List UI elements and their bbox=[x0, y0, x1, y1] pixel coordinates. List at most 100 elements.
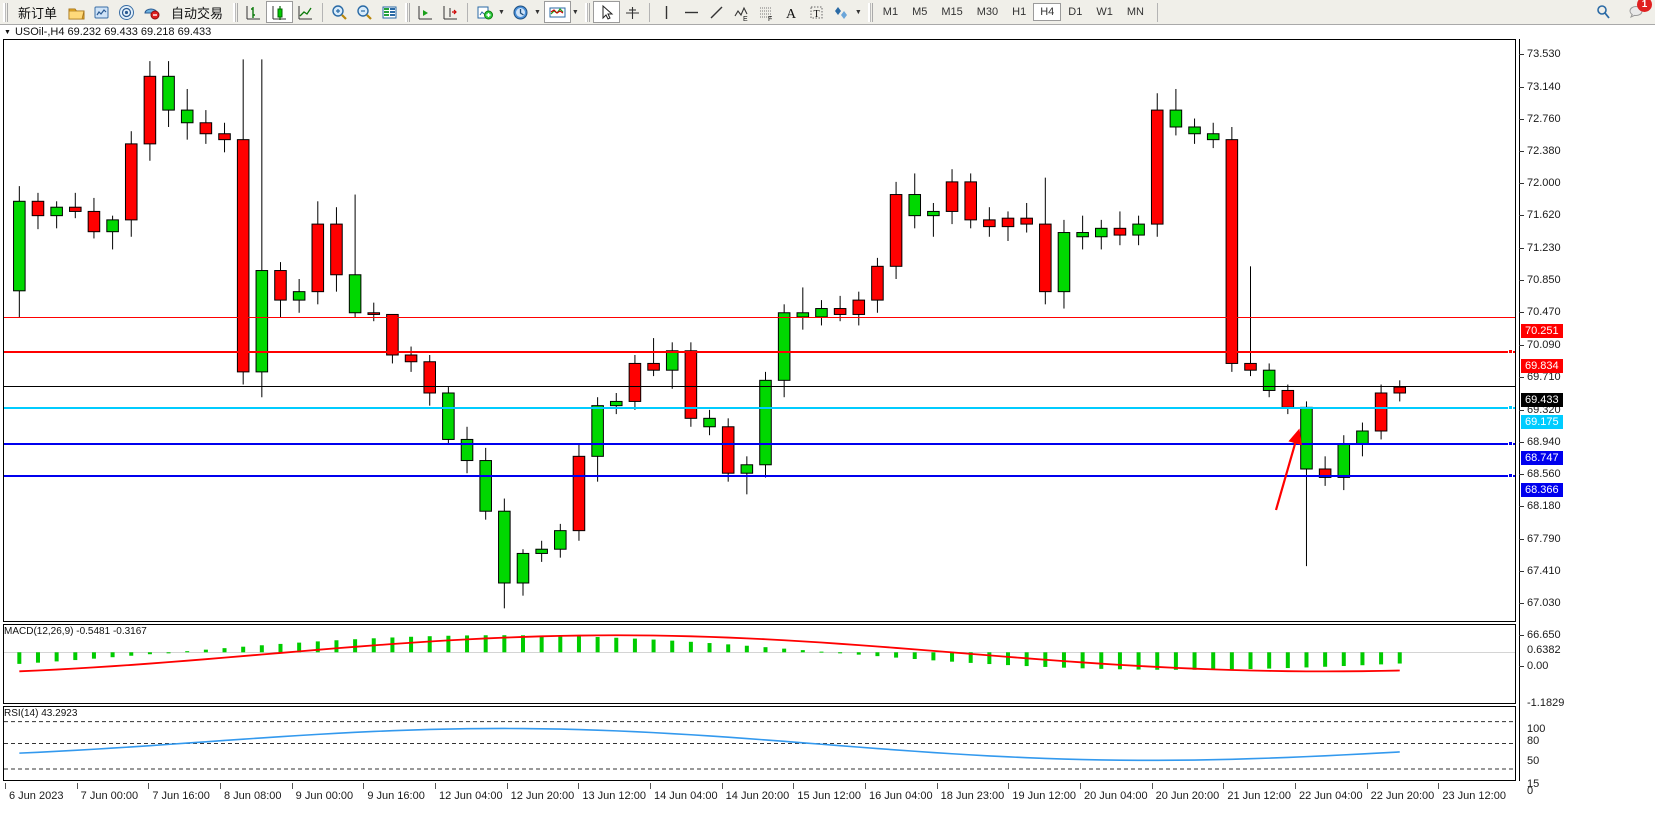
chart-shift-icon[interactable] bbox=[438, 1, 463, 23]
candle-body bbox=[218, 133, 231, 141]
line-chart-icon[interactable] bbox=[293, 1, 318, 23]
candle-body bbox=[1188, 126, 1201, 135]
candle-body bbox=[1206, 133, 1220, 141]
time-tick-label: 12 Jun 04:00 bbox=[439, 790, 503, 802]
timeframe-m5[interactable]: M5 bbox=[912, 6, 928, 18]
candle-body bbox=[13, 200, 26, 292]
candle-body bbox=[1039, 223, 1052, 293]
period-icon[interactable] bbox=[508, 1, 533, 23]
price-tick bbox=[1519, 344, 1524, 346]
toolbar-grip-5[interactable] bbox=[867, 2, 873, 22]
price-line-support-blue-lower[interactable] bbox=[4, 475, 1515, 478]
timeframe-m30[interactable]: M30 bbox=[976, 6, 999, 18]
timeframe-h4[interactable]: H4 bbox=[1033, 3, 1062, 21]
main-toolbar: 新订单 自动交易 ▼ bbox=[0, 0, 1655, 25]
scroll-forward-icon[interactable] bbox=[413, 1, 438, 23]
time-tick-label: 13 Jun 12:00 bbox=[582, 790, 646, 802]
fibonacci-icon[interactable]: F bbox=[754, 1, 779, 23]
cursor-icon[interactable] bbox=[592, 1, 620, 23]
timeframe-h1[interactable]: H1 bbox=[1012, 6, 1027, 18]
trend-line-icon[interactable] bbox=[704, 1, 729, 23]
price-line-support-blue-upper[interactable] bbox=[4, 442, 1515, 445]
text-label-icon[interactable]: T bbox=[804, 1, 829, 23]
market-watch-icon[interactable] bbox=[89, 1, 114, 23]
macd-panel[interactable] bbox=[3, 624, 1516, 704]
period-dropdown-caret[interactable]: ▼ bbox=[533, 8, 541, 16]
price-line-current-price[interactable] bbox=[4, 385, 1515, 387]
new-order-button[interactable]: 新订单 bbox=[11, 1, 64, 23]
auto-trading-button[interactable]: 自动交易 bbox=[164, 1, 230, 23]
toolbar-grip-3[interactable] bbox=[405, 2, 411, 22]
price-line-anchor[interactable] bbox=[1508, 349, 1513, 355]
toolbar-grip[interactable] bbox=[3, 2, 8, 22]
grid-icon[interactable] bbox=[377, 1, 402, 23]
rsi-layer bbox=[4, 721, 1515, 770]
collapse-triangle-icon[interactable]: ▼ bbox=[4, 28, 11, 36]
macd-histogram-bar bbox=[1248, 652, 1253, 670]
time-tick-label: 7 Jun 00:00 bbox=[80, 790, 139, 802]
candle-body bbox=[983, 219, 996, 228]
price-axis[interactable]: 73.530 73.140 72.760 72.380 72.000 71.620 71.2… bbox=[1519, 39, 1655, 828]
price-label-resistance-upper[interactable]: 70.251 bbox=[1521, 323, 1563, 338]
candlestick-chart-icon[interactable] bbox=[266, 1, 294, 23]
vertical-line-icon[interactable] bbox=[654, 1, 679, 23]
folder-icon[interactable] bbox=[64, 1, 89, 23]
shapes-icon[interactable] bbox=[829, 1, 854, 23]
text-icon[interactable]: A bbox=[779, 1, 804, 23]
price-label-current-price[interactable]: 69.433 bbox=[1521, 392, 1563, 407]
templates-icon[interactable] bbox=[543, 1, 571, 23]
elliott-wave-icon[interactable]: E bbox=[729, 1, 754, 23]
time-tick bbox=[1438, 783, 1440, 789]
price-tick bbox=[1519, 183, 1524, 185]
candle-body bbox=[516, 552, 530, 584]
toolbar-grip-4[interactable] bbox=[584, 2, 590, 22]
price-line-resistance-upper[interactable] bbox=[4, 316, 1515, 318]
timeframe-m15[interactable]: M15 bbox=[941, 6, 963, 18]
macd-histogram-bar bbox=[1155, 652, 1160, 670]
shapes-dropdown-caret[interactable]: ▼ bbox=[854, 8, 862, 16]
indicator-dropdown-caret[interactable]: ▼ bbox=[498, 8, 505, 16]
time-axis[interactable]: 6 Jun 2023 7 Jun 00:00 7 Jun 16:00 8 Jun 08… bbox=[3, 783, 1516, 828]
timeframe-mn[interactable]: MN bbox=[1126, 6, 1144, 18]
price-label-support-blue-lower[interactable]: 68.366 bbox=[1521, 483, 1563, 498]
indicator-scale-label: 80 bbox=[1527, 735, 1540, 747]
price-line-anchor[interactable] bbox=[1508, 440, 1513, 446]
crosshair-icon[interactable] bbox=[620, 1, 645, 23]
timeframe-w1[interactable]: W1 bbox=[1096, 6, 1113, 18]
candle-body bbox=[311, 223, 325, 293]
alerts-icon[interactable] bbox=[139, 1, 164, 23]
notification-icon[interactable]: 1 bbox=[1624, 0, 1652, 23]
price-line-support-cyan[interactable] bbox=[4, 406, 1515, 409]
candle-body bbox=[404, 354, 418, 363]
price-line-resistance-lower[interactable] bbox=[4, 351, 1515, 354]
add-indicator-icon[interactable] bbox=[472, 1, 497, 23]
zoom-in-icon[interactable] bbox=[327, 1, 352, 23]
rsi-panel[interactable] bbox=[3, 706, 1516, 781]
macd-histogram-bar bbox=[259, 645, 264, 653]
price-label-support-cyan[interactable]: 69.175 bbox=[1521, 414, 1563, 429]
price-chart-panel[interactable] bbox=[3, 39, 1516, 622]
price-tick-label: 72.760 bbox=[1527, 113, 1561, 126]
timeframe-d1[interactable]: D1 bbox=[1068, 6, 1083, 18]
price-tick bbox=[1519, 376, 1524, 378]
price-label-resistance-lower[interactable]: 69.834 bbox=[1521, 359, 1563, 374]
svg-text:F: F bbox=[768, 16, 772, 22]
price-tick-label: 72.380 bbox=[1527, 145, 1561, 158]
templates-dropdown-caret[interactable]: ▼ bbox=[571, 8, 579, 16]
search-icon[interactable] bbox=[1591, 1, 1616, 23]
macd-histogram-bar bbox=[353, 639, 358, 653]
signals-icon[interactable] bbox=[114, 1, 139, 23]
toolbar-grip-2[interactable] bbox=[233, 2, 239, 22]
timeframe-m1[interactable]: M1 bbox=[882, 6, 899, 18]
price-line-anchor[interactable] bbox=[1508, 473, 1513, 479]
svg-text:E: E bbox=[743, 16, 748, 22]
price-label-support-blue-upper[interactable]: 68.747 bbox=[1521, 450, 1563, 465]
bar-chart-icon[interactable] bbox=[241, 1, 266, 23]
candle-body bbox=[591, 405, 604, 457]
zoom-out-icon[interactable] bbox=[352, 1, 377, 23]
horizontal-line-icon[interactable] bbox=[679, 1, 704, 23]
price-line-anchor[interactable] bbox=[1508, 404, 1513, 410]
price-tick-label: 67.030 bbox=[1527, 596, 1561, 609]
macd-histogram-bar bbox=[147, 652, 152, 655]
candle-body bbox=[69, 206, 82, 212]
